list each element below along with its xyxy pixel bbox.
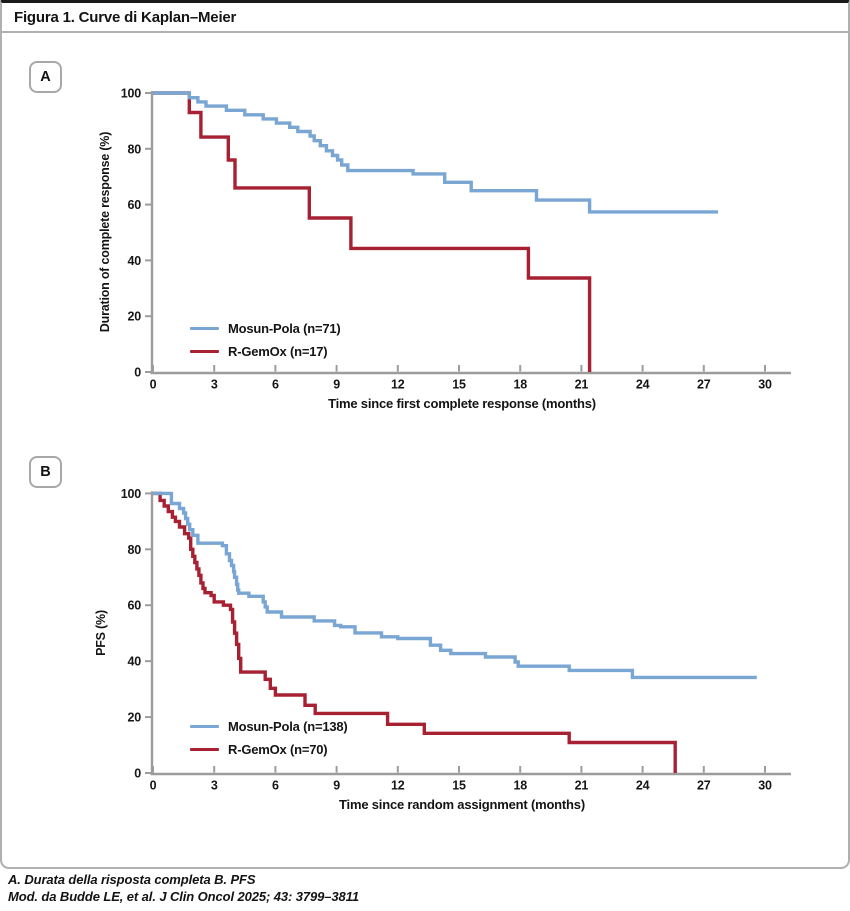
y-tick-label: 0: [134, 767, 141, 781]
x-tick-label: 6: [272, 779, 279, 793]
footer-b-text: PFS: [226, 872, 256, 887]
x-tick-label: 30: [758, 378, 772, 392]
figure-title-bar: Figura 1. Curve di Kaplan–Meier: [2, 3, 848, 33]
y-tick-label: 20: [127, 310, 141, 324]
figure-title: Figura 1. Curve di Kaplan–Meier: [14, 9, 237, 26]
x-tick-label: 9: [333, 378, 340, 392]
x-tick-label: 24: [636, 378, 650, 392]
panel-b-plot: 0 3 6 9 12 15 18 21 24 27 30 0 20 40 60 80 100: [121, 487, 791, 793]
y-tick-label: 80: [127, 543, 141, 557]
x-tick-label: 21: [575, 378, 589, 392]
legend-label: R-GemOx (n=17): [228, 344, 328, 359]
panel-b-badge: B: [29, 456, 62, 488]
x-tick-label: 18: [513, 378, 527, 392]
x-tick-label: 3: [211, 378, 218, 392]
x-tick-label: 9: [333, 779, 340, 793]
x-tick-label: 27: [697, 378, 711, 392]
footer-b-label: B.: [214, 872, 227, 887]
y-tick-label: 80: [127, 142, 141, 156]
legend-label: R-GemOx (n=70): [228, 742, 328, 757]
legend-label: Mosun-Pola (n=71): [228, 321, 341, 336]
x-tick-label: 24: [636, 779, 650, 793]
legend-item-r-gemox-b: R-GemOx (n=70): [190, 742, 348, 757]
panel-b-x-axis-label: Time since random assignment (months): [339, 797, 585, 812]
footer-caption-line: A. Durata della risposta completa B. PFS: [8, 871, 359, 888]
panel-b-legend: Mosun-Pola (n=138) R-GemOx (n=70): [190, 719, 348, 757]
y-tick-label: 100: [121, 87, 142, 101]
panel-a-plot: 0 3 6 9 12 15 18 21 24 27 30 0 20 40 60 80 100: [121, 87, 791, 392]
y-tick-label: 40: [127, 254, 141, 268]
panel-a-x-axis-label: Time since first complete response (mont…: [328, 396, 596, 411]
panel-a-legend: Mosun-Pola (n=71) R-GemOx (n=17): [190, 321, 341, 359]
x-tick-label: 21: [575, 779, 589, 793]
mosun-pola-line-swatch: [190, 326, 219, 331]
y-tick-label: 0: [134, 366, 141, 380]
panel-b-letter: B: [40, 464, 51, 480]
x-tick-label: 18: [513, 779, 527, 793]
km-curve-mosun-pola-n-71-: [153, 91, 719, 214]
x-tick-label: 15: [452, 378, 466, 392]
legend-item-r-gemox-a: R-GemOx (n=17): [190, 344, 341, 359]
legend-label: Mosun-Pola (n=138): [228, 719, 348, 734]
x-tick-label: 0: [150, 779, 157, 793]
panel-a-badge: A: [29, 61, 62, 93]
x-tick-label: 12: [391, 378, 405, 392]
km-curve-r-gemox-n-17-: [153, 91, 592, 372]
x-tick-label: 3: [211, 779, 218, 793]
x-tick-label: 12: [391, 779, 405, 793]
r-gemox-line-swatch: [190, 747, 219, 752]
x-tick-label: 0: [150, 378, 157, 392]
legend-item-mosun-pola-a: Mosun-Pola (n=71): [190, 321, 341, 336]
footer-a-label: A.: [8, 872, 21, 887]
figure-footer: A. Durata della risposta completa B. PFS…: [8, 871, 359, 905]
r-gemox-line-swatch: [190, 349, 219, 354]
km-curve-mosun-pola-n-138-: [153, 491, 757, 680]
y-tick-label: 20: [127, 711, 141, 725]
legend-item-mosun-pola-b: Mosun-Pola (n=138): [190, 719, 348, 734]
y-tick-label: 100: [121, 487, 142, 501]
x-tick-label: 30: [758, 779, 772, 793]
x-tick-label: 15: [452, 779, 466, 793]
panel-a-letter: A: [40, 69, 51, 85]
y-tick-label: 60: [127, 198, 141, 212]
y-tick-label: 40: [127, 655, 141, 669]
footer-source-line: Mod. da Budde LE, et al. J Clin Oncol 20…: [8, 889, 359, 904]
mosun-pola-line-swatch: [190, 724, 219, 729]
km-curve-r-gemox-n-70-: [153, 491, 677, 773]
x-tick-label: 27: [697, 779, 711, 793]
x-tick-label: 6: [272, 378, 279, 392]
y-tick-label: 60: [127, 599, 141, 613]
footer-a-text: Durata della risposta completa: [20, 872, 215, 887]
